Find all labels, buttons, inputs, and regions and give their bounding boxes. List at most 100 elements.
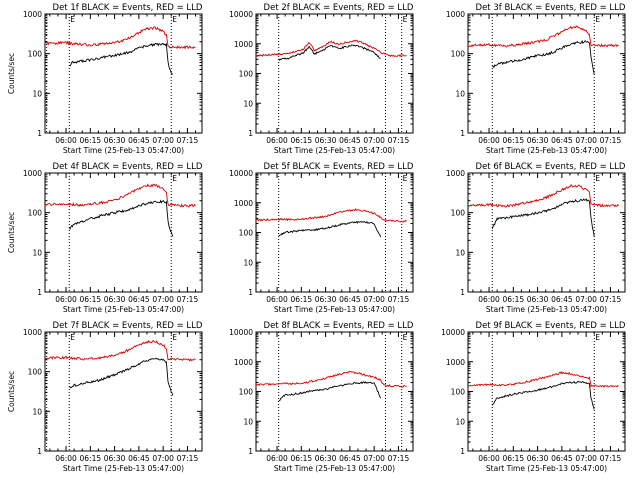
- x-tick-label: 07:15: [177, 136, 199, 145]
- panel-2: Det 2f BLACK = Events, RED = LLD E 1 10 100 1…: [229, 3, 414, 155]
- lld-series-line: [467, 370, 619, 388]
- y-tick-label: 1: [248, 129, 253, 138]
- lld-series-line: [255, 370, 407, 388]
- x-tick-label: 07:15: [600, 295, 622, 304]
- y-tick-label: 10: [243, 99, 253, 108]
- y-tick-label: 1: [460, 447, 465, 456]
- marker-label: E: [172, 174, 177, 183]
- x-tick-label: 06:00: [478, 454, 500, 463]
- marker-label: E: [403, 174, 408, 183]
- x-tick-label: 06:00: [266, 136, 288, 145]
- panel-title: Det 4f BLACK = Events, RED = LLD: [53, 162, 203, 172]
- x-tick-label: 06:30: [104, 295, 126, 304]
- y-tick-label: 1: [460, 129, 465, 138]
- x-tick-label: 06:45: [339, 295, 361, 304]
- lld-series-line: [467, 25, 619, 48]
- x-tick-label: 06:15: [291, 136, 313, 145]
- x-tick-label: 07:15: [388, 295, 410, 304]
- plot-frame: [44, 331, 203, 452]
- marker-label: E: [403, 15, 408, 24]
- lld-series-line: [255, 208, 407, 223]
- marker-label: E: [595, 174, 600, 183]
- x-tick-label: 06:30: [104, 454, 126, 463]
- x-tick-label: 07:15: [177, 295, 199, 304]
- x-tick-label: 06:00: [266, 454, 288, 463]
- x-tick-label: 06:15: [503, 295, 525, 304]
- x-axis-label: Start Time (25-Feb-13 05:47:00): [63, 146, 184, 155]
- x-axis-label: Start Time (25-Feb-13 05:47:00): [274, 464, 395, 473]
- x-tick-label: 06:00: [478, 295, 500, 304]
- y-tick-label: 1000: [446, 358, 465, 367]
- y-tick-label: 1: [248, 288, 253, 297]
- x-tick-label: 07:00: [152, 454, 174, 463]
- x-tick-label: 06:00: [266, 295, 288, 304]
- y-tick-label: 1: [37, 288, 42, 297]
- panel-3: Det 3f BLACK = Events, RED = LLD E 1 10 100 1…: [446, 3, 626, 155]
- plot-frame: [255, 13, 414, 134]
- plot-frame: [467, 172, 626, 293]
- y-tick-label: 10: [455, 89, 465, 98]
- y-tick-label: 10: [32, 89, 42, 98]
- x-tick-label: 06:30: [315, 295, 337, 304]
- y-tick-label: 10: [32, 248, 42, 257]
- y-tick-label: 1: [248, 447, 253, 456]
- x-tick-label: 06:00: [478, 136, 500, 145]
- plot-frame: [255, 331, 414, 452]
- y-tick-label: 1000: [446, 10, 465, 19]
- x-tick-label: 06:30: [527, 454, 549, 463]
- x-tick-label: 06:45: [551, 295, 573, 304]
- x-tick-label: 06:45: [551, 454, 573, 463]
- lld-series-line: [255, 39, 407, 58]
- x-tick-label: 07:00: [575, 454, 597, 463]
- y-tick-label: 1: [460, 288, 465, 297]
- y-tick-label: 1: [37, 129, 42, 138]
- panel-title: Det 1f BLACK = Events, RED = LLD: [53, 3, 203, 13]
- x-tick-label: 06:30: [315, 454, 337, 463]
- x-tick-label: 07:00: [152, 136, 174, 145]
- y-tick-label: 100: [28, 50, 43, 59]
- y-tick-label: 10: [243, 258, 253, 267]
- x-tick-label: 07:00: [363, 295, 385, 304]
- y-tick-label: 100: [451, 50, 466, 59]
- panel-4: Det 4f BLACK = Events, RED = LLD E 1 10 100 1…: [7, 162, 203, 314]
- x-tick-label: 06:45: [128, 136, 150, 145]
- x-tick-label: 06:30: [527, 295, 549, 304]
- lld-series-line: [44, 339, 196, 362]
- plot-frame: [467, 331, 626, 452]
- y-tick-label: 100: [28, 368, 43, 377]
- y-tick-label: 1000: [446, 169, 465, 178]
- events-series-line: [69, 42, 174, 75]
- marker-label: E: [595, 333, 600, 342]
- x-tick-label: 06:15: [291, 295, 313, 304]
- x-tick-label: 06:30: [315, 136, 337, 145]
- x-tick-label: 06:30: [104, 136, 126, 145]
- x-tick-label: 06:15: [503, 136, 525, 145]
- y-tick-label: 100: [451, 209, 466, 218]
- x-tick-label: 07:15: [600, 454, 622, 463]
- y-tick-label: 10: [455, 248, 465, 257]
- y-tick-label: 10000: [229, 328, 253, 337]
- y-tick-label: 1000: [234, 40, 253, 49]
- events-series-line: [278, 44, 381, 61]
- x-tick-label: 06:30: [527, 136, 549, 145]
- marker-label: E: [172, 333, 177, 342]
- marker-label: E: [595, 15, 600, 24]
- x-tick-label: 07:00: [575, 295, 597, 304]
- y-tick-label: 100: [239, 70, 254, 79]
- plot-frame: [44, 172, 203, 293]
- events-series-line: [492, 39, 595, 75]
- x-tick-label: 06:45: [339, 136, 361, 145]
- y-tick-label: 1000: [23, 10, 42, 19]
- x-tick-label: 06:45: [551, 136, 573, 145]
- y-axis-label: Counts/sec: [7, 371, 16, 412]
- x-tick-label: 06:00: [55, 454, 77, 463]
- panel-title: Det 7f BLACK = Events, RED = LLD: [53, 321, 203, 331]
- y-tick-label: 1000: [234, 358, 253, 367]
- x-tick-label: 06:15: [80, 454, 102, 463]
- plot-frame: [467, 13, 626, 134]
- y-axis-label: Counts/sec: [7, 53, 16, 94]
- y-tick-label: 1000: [23, 169, 42, 178]
- lld-series-line: [44, 183, 196, 208]
- panel-5: Det 5f BLACK = Events, RED = LLD E 1 10 100 1…: [229, 162, 414, 314]
